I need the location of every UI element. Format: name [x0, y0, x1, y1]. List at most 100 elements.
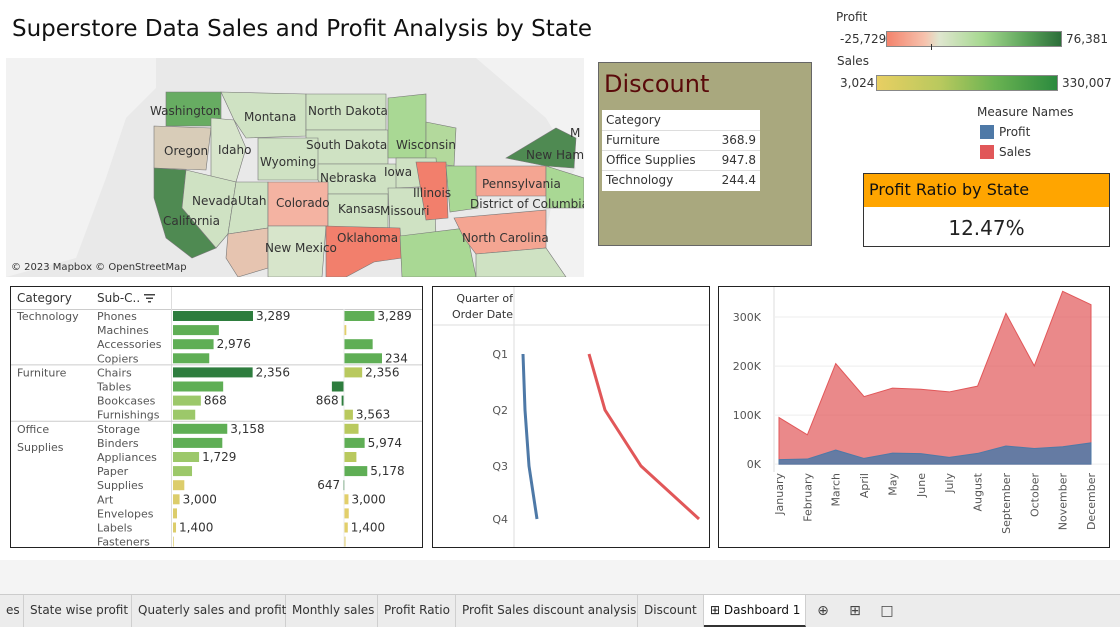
sales-bar[interactable]	[173, 480, 185, 491]
profit-bar-label: 234	[385, 351, 408, 365]
discount-card: Discount Category Furniture 368.9 Office …	[598, 62, 812, 246]
state-label: Nebraska	[320, 171, 377, 185]
monthly-area-chart[interactable]: 0K 100K 200K 300K January February March April M…	[718, 286, 1110, 548]
sheet-tab[interactable]: State wise profit	[24, 595, 132, 627]
sales-bar[interactable]	[173, 339, 214, 350]
state-indiana-ohio	[445, 165, 479, 213]
profit-bar[interactable]	[344, 423, 359, 434]
profit-bar[interactable]	[344, 466, 368, 477]
measure-sales-label[interactable]: Sales	[999, 145, 1031, 159]
profit-bar[interactable]	[341, 395, 344, 406]
state-label: Colorado	[276, 196, 330, 210]
sheet-tab[interactable]: ⊞ Dashboard 1	[704, 595, 806, 627]
profit-line[interactable]	[521, 353, 539, 520]
monthly-area-svg[interactable]: 0K 100K 200K 300K January February March April M…	[719, 287, 1109, 547]
profit-bar[interactable]	[344, 437, 365, 448]
sales-bar[interactable]	[173, 423, 228, 434]
quarter-label: Q3	[492, 460, 508, 473]
new-dashboard-icon[interactable]: ⊞	[849, 603, 861, 619]
discount-row[interactable]: Technology 244.4	[606, 170, 756, 190]
profit-bar-label: 5,974	[368, 436, 402, 450]
sales-bar[interactable]	[173, 311, 253, 321]
state-label: Wyoming	[260, 155, 316, 169]
profit-bar[interactable]	[344, 325, 347, 336]
profit-bar[interactable]	[344, 353, 382, 364]
profit-bar[interactable]	[344, 311, 375, 321]
new-story-icon[interactable]: □	[880, 603, 894, 619]
sales-bar[interactable]	[173, 522, 177, 533]
sales-area[interactable]	[778, 290, 1092, 465]
new-worksheet-icon[interactable]: ⊕	[817, 603, 829, 619]
discount-table[interactable]: Category Furniture 368.9 Office Supplies 9…	[602, 110, 760, 191]
discount-category: Office Supplies	[606, 153, 696, 167]
profit-legend-title: Profit	[836, 10, 868, 24]
sheet-tab[interactable]: Profit Sales discount analysis	[456, 595, 638, 627]
sheet-tab-bar: es State wise profit Quaterly sales and pr…	[0, 594, 1120, 627]
column-header-subcategory[interactable]: Sub-C..	[97, 291, 141, 305]
sales-bar[interactable]	[173, 381, 224, 392]
sales-bar[interactable]	[173, 536, 174, 547]
sheet-tab[interactable]: Monthly sales	[286, 595, 378, 627]
discount-row[interactable]: Office Supplies 947.8	[606, 150, 756, 170]
subcategory-bar-table[interactable]: Category Sub-C.. Technology Phones 3,289 3,…	[10, 286, 423, 548]
sales-line[interactable]	[587, 353, 701, 521]
state-label: Idaho	[218, 143, 251, 157]
sales-bar[interactable]	[173, 395, 201, 406]
sheet-tab-label: Profit Sales discount analysis	[462, 603, 637, 617]
subcategory-label: Tables	[96, 381, 131, 394]
sheet-tab[interactable]: Profit Ratio	[378, 595, 456, 627]
profit-swatch[interactable]	[980, 125, 994, 139]
profit-bar[interactable]	[344, 367, 363, 378]
measure-profit-label[interactable]: Profit	[999, 125, 1031, 139]
subcategory-label: Machines	[97, 324, 149, 337]
subcategory-label: Appliances	[97, 451, 157, 464]
quarterly-line-chart[interactable]: Quarter of Order Date Q1 Q2 Q3 Q4	[432, 286, 710, 548]
profit-bar[interactable]	[331, 381, 344, 392]
discount-category: Technology	[606, 173, 674, 187]
sales-swatch[interactable]	[980, 145, 994, 159]
profit-bar-label: 868	[316, 394, 339, 408]
profit-bar[interactable]	[344, 508, 349, 519]
sheet-tab[interactable]: es	[0, 595, 24, 627]
sales-bar[interactable]	[173, 353, 210, 364]
state-label: Iowa	[384, 165, 412, 179]
sales-color-legend[interactable]	[876, 75, 1058, 91]
quarter-label: Q1	[492, 348, 508, 361]
state-south	[399, 227, 477, 277]
y-tick-label: 100K	[733, 409, 762, 422]
profit-bar-label: 3,000	[351, 492, 385, 506]
profit-bar-label: 647	[317, 478, 340, 492]
state-label: North Dakota	[308, 104, 388, 118]
sales-bar[interactable]	[173, 494, 180, 505]
sales-bar-label: 2,356	[256, 365, 290, 379]
sales-bar[interactable]	[173, 466, 193, 477]
discount-row[interactable]: Furniture 368.9	[606, 130, 756, 150]
state-label: Utah	[238, 194, 266, 208]
profit-bar[interactable]	[344, 494, 349, 505]
sales-bar[interactable]	[173, 452, 200, 462]
state-label: M	[570, 126, 580, 140]
quarterly-line-svg[interactable]: Quarter of Order Date Q1 Q2 Q3 Q4	[433, 287, 709, 547]
y-tick-label: 200K	[733, 360, 762, 373]
state-map[interactable]: Washington Montana North Dakota Oregon Idaho…	[6, 58, 584, 277]
profit-legend-zero-marker	[931, 44, 932, 50]
discount-table-header: Category	[606, 110, 756, 130]
sheet-tab-label: Discount	[644, 603, 697, 617]
sales-bar[interactable]	[173, 508, 177, 519]
sheet-tab[interactable]: Quaterly sales and profit	[132, 595, 286, 627]
sales-bar[interactable]	[173, 367, 253, 378]
profit-bar[interactable]	[344, 536, 346, 547]
sales-bar[interactable]	[173, 325, 219, 336]
profit-bar[interactable]	[344, 409, 353, 420]
subcategory-bars[interactable]: Technology Phones 3,289 3,289 MachinesAccess…	[11, 287, 422, 547]
profit-bar[interactable]	[344, 522, 348, 533]
profit-area[interactable]	[778, 442, 1092, 465]
sheet-tab[interactable]: Discount	[638, 595, 704, 627]
profit-color-legend[interactable]	[886, 31, 1062, 47]
sort-icon[interactable]	[143, 290, 157, 304]
profit-bar[interactable]	[344, 452, 357, 462]
sales-bar[interactable]	[173, 409, 196, 420]
sales-bar[interactable]	[173, 437, 223, 448]
profit-bar[interactable]	[344, 339, 373, 350]
state-map-canvas[interactable]: Washington Montana North Dakota Oregon Idaho…	[6, 58, 584, 277]
